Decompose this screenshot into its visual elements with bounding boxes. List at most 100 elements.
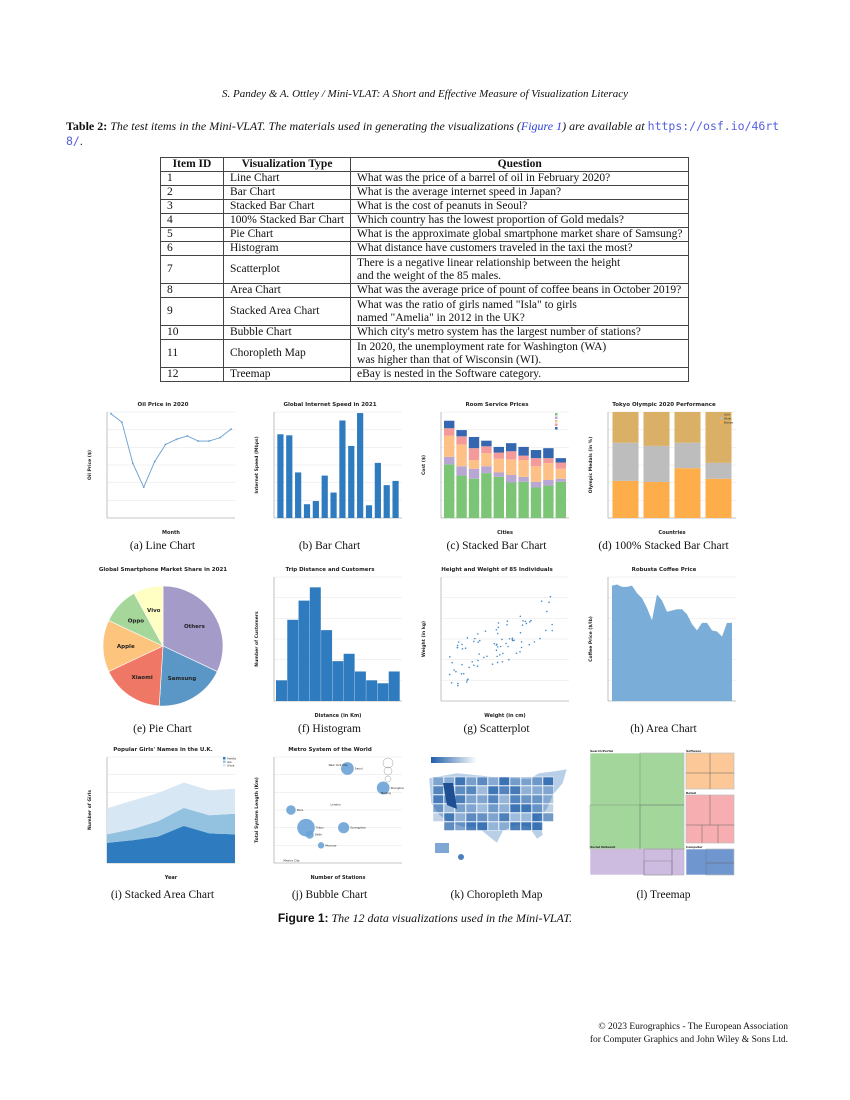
bar-segment: [673, 442, 701, 469]
state: [443, 821, 455, 831]
test-items-table: Item ID Visualization Type Question 1 Line …: [160, 157, 690, 382]
slice-label: Xiaomi: [131, 675, 152, 681]
bar-segment: [443, 464, 454, 518]
data-point: [218, 436, 221, 439]
data-point: [476, 659, 479, 662]
data-point: [499, 645, 501, 648]
data-point: [545, 610, 548, 613]
data-point: [185, 435, 188, 437]
figure-link[interactable]: Figure 1: [520, 119, 563, 133]
chart-title: Metro System of the World: [288, 747, 372, 753]
group-label: Social Network: [590, 845, 616, 849]
bubble: [285, 805, 296, 815]
state: [465, 785, 477, 795]
figure-panel: Search/Portal Software Retail Social Networ…: [580, 743, 747, 902]
panel-caption: (l) Treemap: [636, 889, 691, 901]
state: [531, 821, 543, 831]
bar: [365, 680, 377, 701]
bar-segment: [455, 444, 467, 467]
data-point: [450, 681, 452, 684]
cell-question: What was the average price of pount of c…: [350, 283, 690, 298]
slice-label: Samsung: [167, 676, 196, 682]
bar: [356, 413, 363, 518]
pie-slice: [133, 585, 163, 647]
state: [432, 785, 444, 795]
size-legend: [383, 766, 392, 776]
panel-bar-chart: Global Internet Speed in 2021 Internet Sp…: [254, 402, 402, 519]
state: [454, 821, 466, 831]
state: [432, 812, 444, 822]
state: [465, 803, 477, 813]
chart-title: Height and Weight of 85 Individuals: [441, 567, 553, 573]
table-header-row: Item ID Visualization Type Question: [160, 157, 690, 172]
bar-segment: [611, 412, 639, 443]
caption-text: The test items in the Mini-VLAT. The mat…: [110, 119, 521, 133]
data-point: [109, 412, 112, 415]
x-axis-label: Cities: [497, 530, 513, 536]
data-point: [472, 640, 475, 643]
legend-swatch: [719, 413, 722, 416]
bar-segment: [611, 480, 639, 518]
bar-segment: [443, 428, 454, 436]
bar-segment: [642, 412, 670, 446]
cell-question: In 2020, the unemployment rate for Washi…: [350, 339, 690, 368]
group-label: Computer: [686, 845, 703, 849]
state: [465, 812, 477, 822]
bar-segment: [468, 478, 479, 518]
data-point: [544, 629, 547, 632]
state: [509, 785, 521, 795]
bar-segment: [542, 448, 554, 459]
bar-segment: [530, 458, 541, 467]
bar-segment: [542, 463, 554, 480]
data-point: [549, 595, 551, 598]
data-point: [529, 619, 532, 622]
chart-title: Global Smartphone Market Share in 2021: [98, 567, 226, 573]
bar-segment: [443, 420, 454, 429]
treemap-group: [589, 848, 684, 876]
figure-panel: Popular Girls' Names in the U.K. Year Numb…: [79, 743, 246, 902]
osf-url-link[interactable]: https://osf.io/46rt8/: [66, 119, 780, 148]
cell-id: 4: [160, 213, 224, 228]
data-point: [460, 673, 462, 675]
panel-stackarea-chart: Popular Girls' Names in the U.K. Year Numb…: [87, 747, 236, 881]
bar: [383, 485, 390, 518]
y-axis-label: Olympic Medals (in %): [588, 437, 594, 494]
cell-id: 5: [160, 227, 224, 242]
bubble-label: Seoul: [354, 766, 362, 770]
data-point: [512, 639, 515, 642]
group-label: Retail: [686, 791, 696, 795]
bar-segment: [673, 468, 701, 518]
data-point: [521, 620, 524, 622]
y-axis-label: Weight (in kg): [421, 621, 427, 657]
panel-hist-chart: Trip Distance and Customers Distance (in …: [254, 567, 402, 719]
bar-segment: [555, 468, 566, 479]
state: [476, 803, 488, 813]
data-point: [476, 633, 479, 635]
bar: [329, 492, 337, 518]
data-point: [456, 644, 458, 647]
legend-label: Silver: [724, 417, 732, 421]
bar: [365, 505, 372, 518]
data-point: [547, 601, 550, 604]
bubble: [376, 781, 390, 795]
treemap-cell: [643, 860, 672, 876]
data-point: [540, 600, 543, 602]
y-axis-label: Internet Speed (Mbps): [254, 436, 260, 493]
figure-panel: (k) Choropleth Map: [413, 743, 580, 902]
legend-label: Gold: [724, 413, 730, 417]
cell-type: 100% Stacked Bar Chart: [222, 213, 352, 228]
panel-caption: (c) Stacked Bar Chart: [446, 540, 547, 552]
data-point: [495, 644, 497, 646]
state: [509, 794, 521, 804]
data-point: [470, 660, 473, 663]
bar-segment: [455, 430, 467, 437]
data-point: [196, 440, 199, 442]
y-axis-label: Number of Girls: [87, 790, 93, 830]
cell-question: Which city's metro system has the larges…: [350, 325, 690, 340]
caption-text-after: ) are available at: [562, 119, 648, 133]
bar-segment: [468, 448, 479, 461]
x-axis-label: Year: [163, 875, 177, 881]
bar: [343, 653, 355, 701]
question-line: and the weight of the 85 males.: [357, 269, 502, 282]
data-point: [153, 460, 156, 463]
